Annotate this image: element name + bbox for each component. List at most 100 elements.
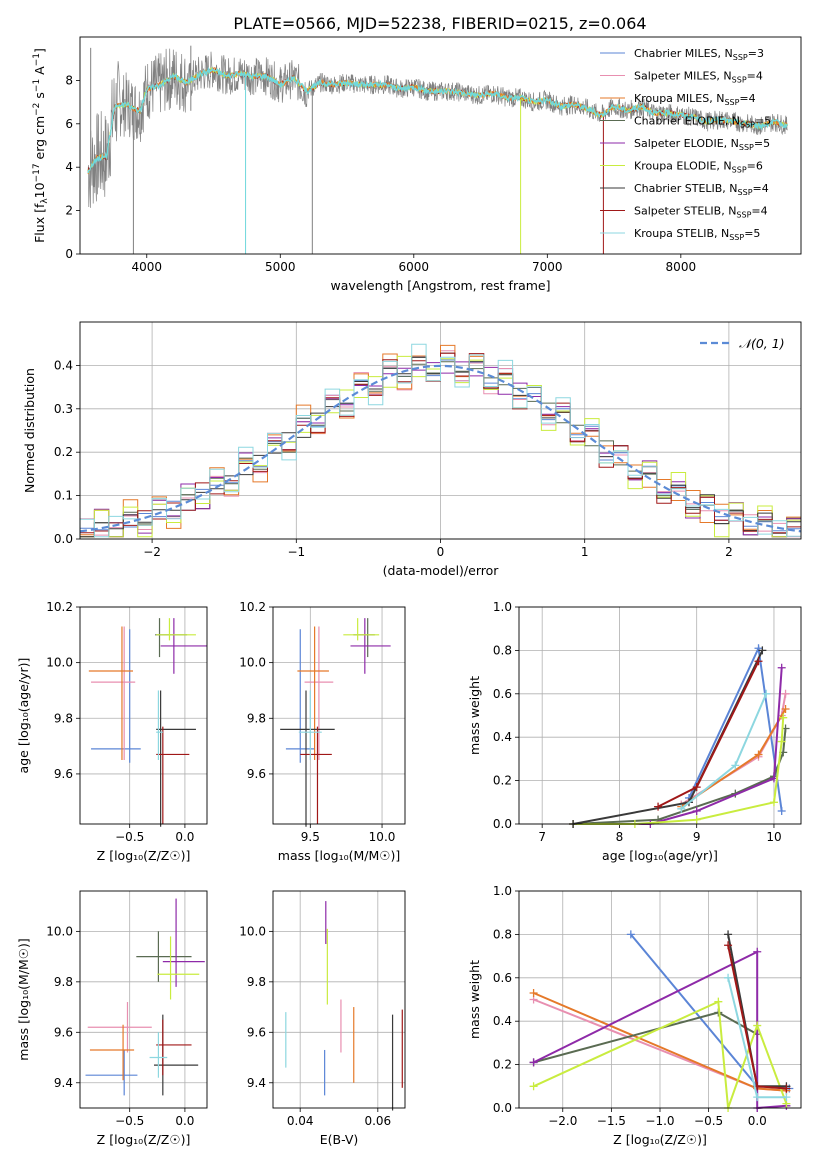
- y-axis-label-part: λ: [40, 198, 50, 204]
- legend-subscript: SSP: [732, 76, 747, 85]
- mass-vs-ebv-panel: 0.04 0.06 9.4 9.6 9.8 10.0 E(B-V): [239, 890, 406, 1147]
- x-axis-label: E(B-V): [320, 1132, 359, 1147]
- legend-entry: 𝒩(0, 1): [739, 336, 785, 351]
- mass-vs-metallicity-panel: −0.5 0.0 9.4 9.6 9.8 10.0 Z [log₁₀(Z/Z☉)] mass …: [16, 890, 208, 1147]
- y-tick-label: 0.6: [493, 971, 512, 985]
- residuals-panel: −2 −1 0 1 2 0.0 0.1 0.2 0.3 0.4 (data-model)/error…: [22, 321, 802, 578]
- y-tick-label: 9.4: [247, 1076, 266, 1090]
- series-marker-kroupa_stelib: [753, 1093, 762, 1102]
- y-axis-label-part: Flux [f: [32, 203, 47, 243]
- y-axis-label-part: −1: [32, 79, 42, 92]
- y-tick-label: 9.8: [247, 711, 266, 725]
- axes-frame: [79, 606, 208, 825]
- y-tick-label: 1.0: [493, 884, 512, 898]
- series-marker-salpeter_stelib: [724, 941, 733, 950]
- x-tick-label: 1: [581, 545, 589, 559]
- legend-subscript: SSP: [732, 166, 747, 175]
- figure-title: PLATE=0566, MJD=52238, FIBERID=0215, z=0…: [233, 14, 646, 33]
- legend-count: =4: [739, 92, 755, 105]
- legend-subscript: SSP: [738, 188, 753, 197]
- y-tick-label: 10.2: [46, 600, 73, 614]
- legend-count: =5: [755, 115, 771, 128]
- x-tick-label: 6000: [399, 260, 430, 274]
- x-tick-label: 0.0: [175, 1114, 194, 1128]
- series-marker-salpeter_elodie: [529, 1058, 538, 1067]
- y-axis-label: mass weight: [467, 676, 482, 755]
- legend-label: Salpeter MILES, N: [634, 70, 732, 83]
- x-tick-label: 7: [538, 830, 546, 844]
- legend-label: Chabrier STELIB, N: [634, 182, 738, 195]
- legend-count: =4: [747, 70, 763, 83]
- y-axis-label-part: s: [32, 92, 47, 103]
- series-marker-salpeter_elodie: [692, 806, 701, 815]
- y-tick-label: 0.3: [54, 402, 73, 416]
- y-axis-label-part: −2: [32, 103, 42, 116]
- axes-frame: [79, 890, 208, 1109]
- y-tick-label: 0.8: [493, 927, 512, 941]
- y-tick-label: 0.8: [493, 643, 512, 657]
- legend-label: Salpeter STELIB, N: [634, 205, 736, 218]
- legend-subscript: SSP: [740, 121, 755, 130]
- legend-entry: Salpeter MILES, NSSP=4: [634, 70, 763, 85]
- legend-subscript: SSP: [736, 211, 751, 220]
- x-axis-label: Z [log₁₀(Z/Z☉)]: [613, 1132, 707, 1147]
- axes-frame: [272, 890, 406, 1109]
- y-tick-label: 0.4: [493, 730, 512, 744]
- weight-vs-metallicity-panel: −2.0 −1.5 −1.0 −0.5 0.0 0.0 0.2 0.4 0.6 0.8 1.0 Z […: [467, 884, 802, 1147]
- y-axis-label-part: erg cm: [32, 116, 47, 164]
- legend-subscript: SSP: [733, 53, 748, 62]
- series-marker-kroupa_elodie: [714, 997, 723, 1006]
- series-marker-kroupa_stelib: [762, 689, 771, 698]
- axes-frame: [79, 36, 802, 255]
- y-tick-label: 0.2: [54, 445, 73, 459]
- legend-entry: Kroupa STELIB, NSSP=5: [634, 227, 760, 242]
- y-tick-label: 10.0: [46, 656, 73, 670]
- x-tick-label: 0.0: [175, 830, 194, 844]
- series-marker-kroupa_miles: [754, 750, 763, 759]
- x-axis-label: age [log₁₀(age/yr)]: [602, 848, 718, 863]
- series-marker-kroupa_elodie: [777, 737, 786, 746]
- x-tick-label: 0.06: [364, 1114, 391, 1128]
- y-tick-label: 10.0: [239, 924, 266, 938]
- legend-label: Chabrier ELODIE, N: [634, 115, 740, 128]
- x-axis-label: Z [log₁₀(Z/Z☉)]: [97, 848, 191, 863]
- plot-area: [273, 607, 405, 824]
- series-marker-kroupa_elodie: [769, 798, 778, 807]
- y-axis-label: mass weight: [467, 960, 482, 1039]
- x-tick-label: 8000: [666, 260, 697, 274]
- y-tick-label: 0.2: [493, 774, 512, 788]
- series-marker-kroupa_elodie: [753, 1021, 762, 1030]
- series-marker-kroupa_miles: [781, 704, 790, 713]
- axes-frame: [79, 321, 802, 540]
- y-axis-label: age [log₁₀(age/yr)]: [16, 658, 31, 774]
- legend-entry: Kroupa MILES, NSSP=4: [634, 92, 756, 107]
- axes-frame: [272, 606, 406, 825]
- y-tick-label: 0.1: [54, 489, 73, 503]
- x-axis-label: Z [log₁₀(Z/Z☉)]: [97, 1132, 191, 1147]
- model-spectrum-kroupa_stelib: [87, 66, 789, 174]
- series-marker-kroupa_stelib: [731, 761, 740, 770]
- legend-entry: Salpeter ELODIE, NSSP=5: [634, 137, 770, 152]
- y-axis-label-part: −1: [32, 53, 42, 66]
- x-tick-label: −2.0: [548, 1114, 577, 1128]
- legend-subscript: SSP: [729, 233, 744, 242]
- x-tick-label: 2: [725, 545, 733, 559]
- y-tick-label: 0.4: [54, 358, 73, 372]
- series-marker-kroupa_stelib: [782, 1093, 791, 1102]
- y-tick-label: 4: [65, 160, 73, 174]
- plot-area: [273, 891, 405, 1108]
- x-tick-label: 7000: [532, 260, 563, 274]
- legend-entry: Kroupa ELODIE, NSSP=6: [634, 160, 763, 175]
- x-tick-label: 0.0: [748, 1114, 767, 1128]
- series-marker-chabrier_stelib: [724, 930, 733, 939]
- series-line-salpeter_elodie: [533, 950, 787, 1110]
- legend-count: =4: [751, 205, 767, 218]
- y-axis-label: Flux [fλ10−17 erg cm−2 s−1 A−1]: [32, 48, 50, 243]
- y-tick-label: 8: [65, 73, 73, 87]
- legend-count: =3: [748, 47, 764, 60]
- x-axis-label: (data-model)/error: [383, 563, 500, 578]
- legend-count: =5: [754, 137, 770, 150]
- series-marker-salpeter_stelib: [782, 1084, 791, 1093]
- weight-vs-age-panel: 7 8 9 10 0.0 0.2 0.4 0.6 0.8 1.0 age [log₁₀(age/yr…: [467, 600, 802, 863]
